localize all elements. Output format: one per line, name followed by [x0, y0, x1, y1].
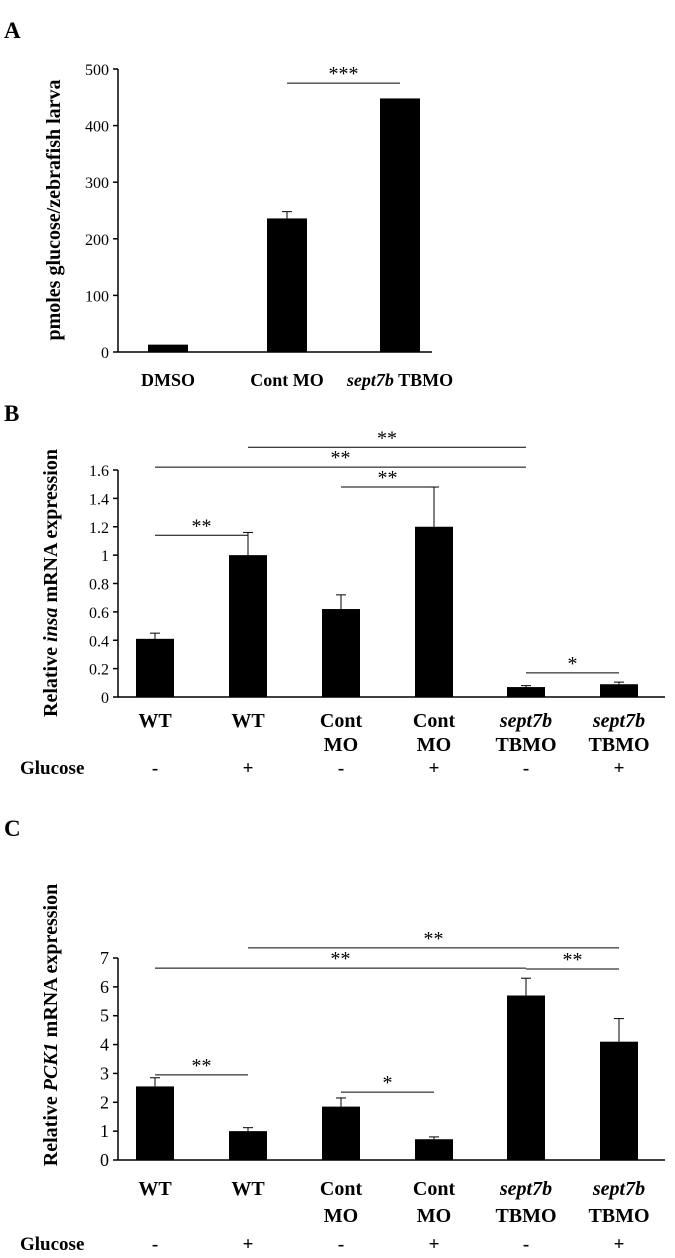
y-axis-label: pmoles glucose/zebrafish larva: [43, 79, 65, 340]
bar: [267, 218, 307, 352]
bar: [322, 609, 360, 697]
y-tick-label: 3: [100, 1063, 109, 1083]
y-tick-label: 1.4: [89, 491, 109, 508]
y-tick-label: 1: [101, 548, 109, 565]
panel-label-b: B: [4, 401, 19, 426]
glucose-sign: -: [338, 1234, 344, 1255]
y-axis-label: Relative insa mRNA expression: [40, 449, 62, 717]
bar: [229, 555, 267, 697]
y-tick-label: 5: [100, 1006, 109, 1026]
y-tick-label: 0.8: [89, 577, 109, 594]
chart-panel-b: 0 0.2 0.4 0.6 0.8 1 1.2 1.4 1.6 Relative insa mRN…: [20, 427, 665, 779]
x-category-label: WT: [138, 1178, 172, 1200]
significance-label: **: [192, 1055, 212, 1077]
glucose-sign: +: [614, 1234, 625, 1255]
panel-label-c: C: [4, 816, 21, 841]
y-tick-label: 6: [100, 977, 109, 997]
y-tick-label: 1.2: [89, 520, 109, 537]
x-category-label: Cont: [413, 710, 456, 732]
y-tick-label: 500: [85, 62, 109, 79]
bar: [148, 344, 188, 352]
x-category-label: Cont: [320, 1178, 363, 1200]
x-category-label: Cont MO: [250, 370, 324, 390]
bar: [229, 1131, 267, 1160]
y-tick-label: 300: [85, 175, 109, 192]
y-tick-label: 0: [100, 1150, 109, 1170]
bar: [415, 1139, 453, 1160]
x-category-label: MO: [417, 734, 451, 756]
glucose-sign: +: [429, 758, 440, 779]
bar: [136, 1086, 174, 1160]
significance-label: *: [568, 653, 578, 675]
x-category-label: sept7b TBMO: [346, 370, 453, 390]
glucose-sign: -: [152, 758, 158, 779]
y-tick-label: 400: [85, 119, 109, 136]
glucose-sign: -: [523, 758, 529, 779]
y-tick-label: 1: [100, 1121, 109, 1141]
glucose-sign: -: [152, 1234, 158, 1255]
x-category-label: WT: [138, 710, 172, 732]
significance-label: **: [331, 447, 351, 469]
bar: [600, 684, 638, 697]
bar: [507, 995, 545, 1160]
x-category-label: TBMO: [495, 1205, 556, 1227]
significance-label: **: [192, 515, 212, 537]
glucose-sign: -: [523, 1234, 529, 1255]
x-category-label: sept7b: [592, 710, 645, 732]
bar: [322, 1106, 360, 1160]
x-category-label: MO: [417, 1205, 451, 1227]
bar: [380, 98, 420, 352]
y-tick-label: 1.6: [89, 463, 109, 480]
x-category-label: TBMO: [495, 734, 556, 756]
chart-panel-a: 0 100 200 300 400 500 pmoles glucose/zebrafish…: [43, 62, 453, 390]
significance-label: **: [377, 427, 397, 449]
x-category-label: WT: [231, 1178, 265, 1200]
x-category-label: sept7b: [499, 710, 552, 732]
bar: [136, 638, 174, 697]
y-tick-label: 4: [100, 1035, 109, 1055]
chart-panel-c: 0 1 2 3 4 5 6 7 Relative PCK1 mRNA expression WT W…: [20, 884, 665, 1255]
significance-label: *: [383, 1072, 393, 1094]
x-category-label: MO: [324, 1205, 358, 1227]
y-tick-label: 0: [101, 690, 109, 707]
x-category-label: Cont: [413, 1178, 456, 1200]
x-category-label: TBMO: [588, 1205, 649, 1227]
significance-label: **: [378, 467, 398, 489]
glucose-sign: +: [429, 1234, 440, 1255]
bar: [507, 687, 545, 697]
glucose-sign: -: [338, 758, 344, 779]
x-category-label: WT: [231, 710, 265, 732]
panel-label-a: A: [4, 18, 21, 43]
x-category-label: DMSO: [141, 370, 195, 390]
x-category-label: sept7b: [499, 1178, 552, 1200]
y-axis-label: Relative PCK1 mRNA expression: [40, 884, 62, 1166]
y-tick-label: 0.4: [89, 633, 109, 650]
y-tick-label: 0: [101, 345, 109, 362]
y-tick-label: 7: [100, 948, 109, 968]
significance-label: **: [331, 948, 351, 970]
x-category-label: sept7b: [592, 1178, 645, 1200]
bar: [415, 526, 453, 697]
glucose-row-label: Glucose: [20, 1234, 84, 1255]
bar: [600, 1041, 638, 1160]
x-category-label: TBMO: [588, 734, 649, 756]
y-tick-label: 0.2: [89, 662, 109, 679]
x-category-label: Cont: [320, 710, 363, 732]
significance-label: ***: [329, 63, 359, 85]
x-category-label: MO: [324, 734, 358, 756]
y-tick-label: 2: [100, 1092, 109, 1112]
y-tick-label: 100: [85, 288, 109, 305]
significance-label: **: [563, 949, 583, 971]
glucose-sign: +: [243, 758, 254, 779]
significance-label: **: [424, 928, 444, 950]
glucose-sign: +: [243, 1234, 254, 1255]
glucose-row-label: Glucose: [20, 758, 84, 779]
y-tick-label: 0.6: [89, 605, 109, 622]
glucose-sign: +: [614, 758, 625, 779]
y-tick-label: 200: [85, 232, 109, 249]
